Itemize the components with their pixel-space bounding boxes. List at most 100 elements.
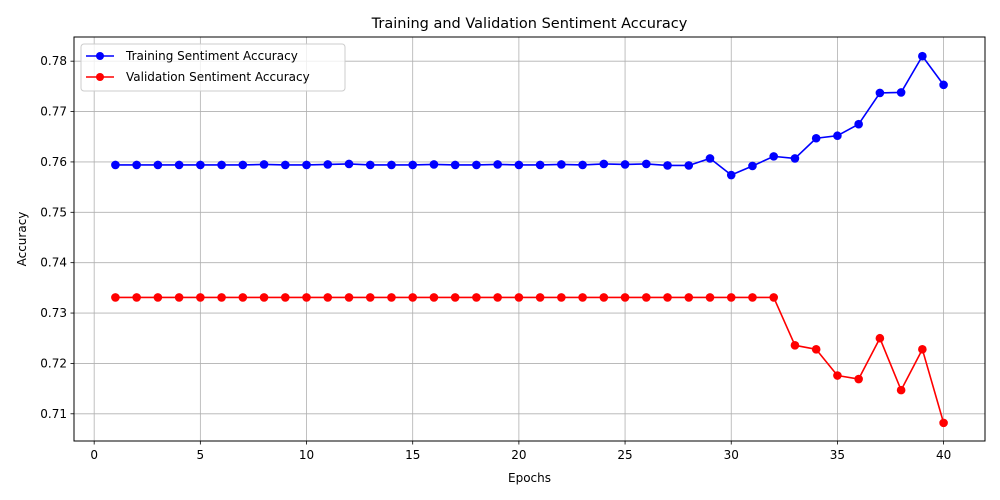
data-point [790, 154, 800, 163]
data-point [153, 160, 163, 170]
data-point [769, 152, 779, 161]
data-point [875, 333, 885, 343]
data-point [641, 293, 651, 302]
y-axis-title: Accuracy [15, 212, 29, 267]
legend-marker-validation [96, 73, 104, 81]
data-point [620, 293, 630, 302]
y-tick-label: 0.71 [40, 407, 67, 421]
data-point [684, 293, 694, 302]
data-point [259, 293, 269, 302]
data-point [684, 161, 694, 170]
x-tick-label: 40 [936, 448, 951, 462]
data-point [726, 293, 736, 302]
data-point [217, 160, 226, 170]
legend-label-validation: Validation Sentiment Accuracy [126, 70, 310, 84]
y-tick-label: 0.77 [40, 105, 67, 119]
x-axis-ticks: 0 5 10 15 20 25 30 35 40 [90, 441, 951, 462]
data-point [429, 160, 439, 169]
data-point [557, 293, 566, 302]
y-tick-label: 0.75 [40, 205, 67, 219]
data-point [450, 160, 460, 170]
data-point [578, 160, 587, 170]
data-point [811, 133, 821, 143]
data-point [174, 160, 184, 170]
data-point [833, 131, 842, 141]
data-point [705, 293, 715, 302]
legend-box [80, 43, 346, 92]
data-point [599, 293, 609, 302]
data-point [472, 160, 481, 170]
data-point [854, 374, 863, 384]
y-tick-label: 0.72 [40, 356, 67, 370]
data-point [238, 293, 248, 302]
legend-label-training: Training Sentiment Accuracy [125, 49, 298, 63]
data-point [514, 160, 524, 170]
data-point [514, 293, 524, 302]
y-tick-label: 0.78 [40, 54, 67, 68]
data-point [196, 160, 205, 170]
data-point [259, 160, 269, 169]
data-point [344, 293, 354, 302]
x-tick-label: 0 [90, 448, 98, 462]
data-point [620, 160, 630, 169]
data-point [769, 293, 779, 302]
series-training [111, 51, 948, 180]
data-point [939, 418, 948, 428]
y-axis-ticks: 0.71 0.72 0.73 0.74 0.75 0.76 0.77 0.78 [40, 54, 74, 421]
data-point [875, 88, 885, 98]
data-point [429, 293, 439, 302]
data-point [578, 293, 587, 302]
data-point [833, 371, 842, 380]
x-axis-title: Epochs [508, 471, 551, 485]
legend: Training Sentiment Accuracy Validation S… [80, 43, 346, 92]
series-layer [111, 51, 948, 428]
data-point [748, 293, 757, 302]
data-point [535, 160, 545, 170]
data-point [302, 160, 311, 170]
data-point [535, 293, 545, 302]
series-validation [111, 293, 948, 428]
data-point [302, 293, 311, 302]
data-point [238, 160, 248, 170]
data-point [790, 340, 800, 350]
data-point [323, 293, 333, 302]
data-point [854, 119, 863, 129]
data-point [280, 293, 290, 302]
data-point [557, 160, 566, 169]
data-point [599, 159, 609, 169]
data-point [387, 160, 396, 170]
y-tick-label: 0.74 [40, 256, 67, 270]
data-point [365, 160, 375, 170]
data-point [217, 293, 226, 302]
data-point [748, 161, 757, 171]
x-tick-label: 5 [197, 448, 205, 462]
data-point [896, 88, 906, 97]
data-point [918, 345, 927, 354]
y-tick-label: 0.76 [40, 155, 67, 169]
y-tick-label: 0.73 [40, 306, 67, 320]
data-point [132, 160, 141, 170]
data-point [918, 51, 927, 61]
data-point [896, 385, 906, 395]
data-point [344, 159, 354, 169]
data-point [408, 293, 418, 302]
data-point [472, 293, 481, 302]
x-tick-label: 30 [724, 448, 739, 462]
data-point [408, 160, 418, 170]
data-point [323, 160, 333, 169]
legend-marker-training [96, 52, 104, 60]
data-point [132, 293, 141, 302]
data-point [493, 293, 502, 302]
data-point [153, 293, 163, 302]
data-point [111, 293, 120, 302]
x-tick-label: 25 [617, 448, 632, 462]
data-point [493, 160, 502, 169]
data-point [387, 293, 396, 302]
data-point [174, 293, 184, 302]
x-tick-label: 10 [299, 448, 314, 462]
data-point [663, 161, 672, 170]
series-line [115, 55, 945, 176]
data-point [111, 160, 120, 170]
data-point [196, 293, 205, 302]
